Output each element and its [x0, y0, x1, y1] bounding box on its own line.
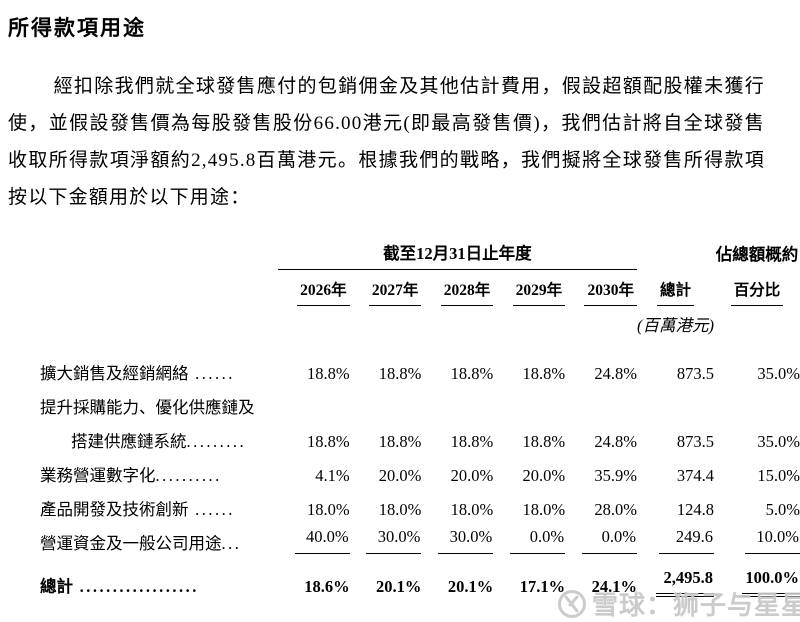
table-cell: 20.1% — [447, 577, 494, 596]
use-of-proceeds-table: 截至12月31日止年度 佔總額概約 2026年 2027年 2028年 2029… — [40, 240, 800, 597]
table-cell: 40.0% — [294, 527, 350, 554]
table-cell: 249.6 — [658, 527, 714, 554]
table-cell: 30.0% — [438, 527, 494, 554]
dot-leader: .................. — [73, 577, 199, 596]
dot-leader: ...... — [188, 500, 235, 519]
dot-leader: ... — [221, 534, 242, 553]
table-cell: 20.0% — [378, 466, 422, 485]
year-group-header: 截至12月31日止年度 — [277, 240, 637, 270]
table-cell: 873.5 — [676, 432, 714, 451]
column-header-total: 總計 — [656, 276, 694, 306]
column-header-2026: 2026年 — [297, 276, 350, 306]
dot-leader: ......... — [186, 432, 247, 451]
xueqiu-logo-icon — [557, 589, 587, 619]
table-cell: 18.8% — [306, 364, 350, 383]
pct-group-header: 佔總額概約 — [715, 244, 799, 264]
table-cell: 2,495.8 — [655, 568, 714, 597]
page-title: 所得款項用途 — [8, 17, 146, 40]
column-header-2027: 2027年 — [368, 276, 422, 306]
table-cell: 18.8% — [450, 364, 494, 383]
table-row-product-development: 產品開發及技術創新 ...... 18.0% 18.0% 18.0% 18.0%… — [40, 486, 800, 520]
table-cell: 18.8% — [306, 432, 350, 451]
xueqiu-watermark: 雪球：狮子与星星 — [557, 585, 800, 622]
table-cell: 28.0% — [594, 500, 637, 519]
table-cell: 18.8% — [450, 432, 494, 451]
table-cell: 20.0% — [522, 466, 566, 485]
table-row-working-capital: 營運資金及一般公司用途... 40.0% 30.0% 30.0% 0.0% 0.… — [40, 520, 800, 554]
column-header-2030: 2030年 — [584, 276, 637, 306]
table-cell: 124.8 — [676, 500, 714, 519]
table-cell: 30.0% — [366, 527, 422, 554]
table-cell: 5.0% — [765, 500, 800, 519]
table-cell: 35.9% — [594, 466, 637, 485]
column-header-2029: 2029年 — [512, 276, 566, 306]
table-cell: 18.0% — [378, 500, 422, 519]
watermark-text: 雪球：狮子与星星 — [592, 590, 800, 620]
row-label: 擴大銷售及經銷網絡 ...... — [40, 364, 235, 383]
table-cell: 374.4 — [676, 466, 714, 485]
unit-note: (百萬港元) — [636, 316, 714, 335]
row-label: 業務營運數字化.......... — [40, 466, 222, 485]
table-group-header-row: 截至12月31日止年度 佔總額概約 — [40, 240, 800, 270]
table-cell: 18.8% — [522, 432, 566, 451]
table-cell: 18.8% — [378, 432, 422, 451]
table-row-sales-network: 擴大銷售及經銷網絡 ...... 18.8% 18.8% 18.8% 18.8%… — [40, 336, 800, 384]
column-header-percentage: 百分比 — [730, 276, 784, 306]
table-cell: 0.0% — [581, 527, 637, 554]
dot-leader: ...... — [188, 364, 235, 383]
table-cell: 24.8% — [594, 432, 637, 451]
column-header-2028: 2028年 — [440, 276, 494, 306]
table-cell: 18.0% — [306, 500, 350, 519]
row-label: 產品開發及技術創新 ...... — [40, 500, 235, 519]
table-cell: 100.0% — [742, 568, 800, 597]
dot-leader: .......... — [155, 466, 222, 485]
intro-paragraph: 經扣除我們就全球發售應付的包銷佣金及其他估計費用，假設超額配股權未獲行使，並假設… — [8, 76, 765, 208]
table-row-procurement-line1: 提升採購能力、優化供應鏈及 — [40, 384, 800, 418]
row-label: 營運資金及一般公司用途... — [40, 534, 242, 553]
table-cell: 35.0% — [757, 364, 800, 383]
table-cell: 18.8% — [378, 364, 422, 383]
total-row-label: 總計 .................. — [40, 577, 199, 596]
table-cell: 24.1% — [591, 577, 637, 596]
table-cell: 18.8% — [522, 364, 566, 383]
table-row-procurement-line2: 搭建供應鏈系統......... 18.8% 18.8% 18.8% 18.8%… — [40, 418, 800, 452]
unit-note-row: (百萬港元) — [40, 306, 800, 336]
table-row-total: 總計 .................. 18.6% 20.1% 20.1% … — [40, 554, 800, 597]
table-cell: 10.0% — [745, 527, 800, 554]
table-cell: 20.0% — [450, 466, 494, 485]
table-cell: 0.0% — [510, 527, 566, 554]
table-row-digitalization: 業務營運數字化.......... 4.1% 20.0% 20.0% 20.0%… — [40, 452, 800, 486]
table-cell: 15.0% — [757, 466, 800, 485]
row-label: 搭建供應鏈系統......... — [71, 432, 247, 451]
row-label: 提升採購能力、優化供應鏈及 — [40, 398, 255, 417]
table-cell: 35.0% — [757, 432, 800, 451]
table-cell: 4.1% — [315, 466, 350, 485]
table-cell: 17.1% — [519, 577, 566, 596]
table-cell: 18.6% — [304, 577, 350, 596]
table-cell: 20.1% — [376, 577, 422, 596]
table-cell: 24.8% — [594, 364, 637, 383]
table-cell: 873.5 — [676, 364, 714, 383]
table-cell: 18.0% — [450, 500, 494, 519]
table-column-header-row: 2026年 2027年 2028年 2029年 2030年 總計 百分比 — [40, 270, 800, 306]
table-cell: 18.0% — [522, 500, 566, 519]
